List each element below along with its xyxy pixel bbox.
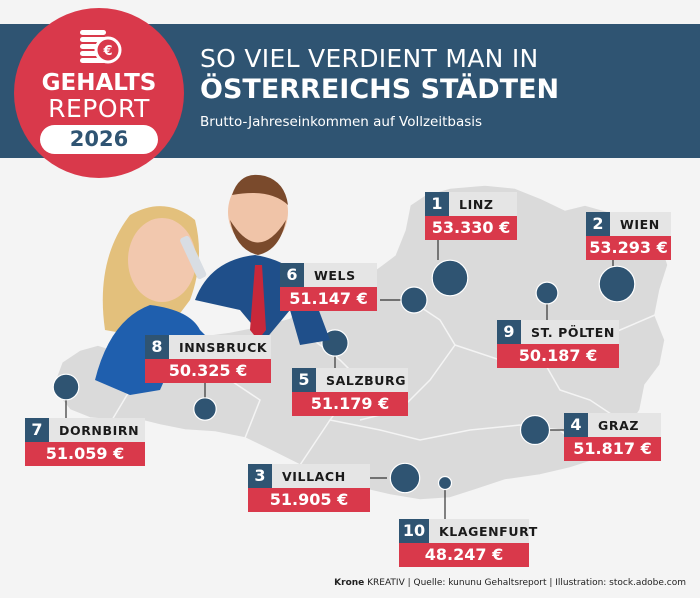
man-tie (250, 265, 266, 340)
rank-number: 7 (25, 418, 49, 442)
city-label-salzburg: 5 SALZBURG 51.179 € (292, 368, 408, 416)
label-header: 10 KLAGENFURT (399, 519, 537, 543)
label-header: 2 WIEN (586, 212, 671, 236)
gehaltsreport-badge: € GEHALTS REPORT 2026 (14, 8, 184, 178)
city-label-graz: 4 GRAZ 51.817 € (564, 413, 661, 461)
salary-value: 51.179 € (292, 392, 408, 416)
rank-number: 6 (280, 263, 304, 287)
title-line-2: ÖSTERREICHS STÄDTEN (200, 74, 560, 105)
city-name: WELS (314, 267, 356, 283)
rank-number: 8 (145, 335, 169, 359)
city-marker-klagenfurt (437, 475, 453, 491)
city-name: GRAZ (598, 417, 640, 433)
rank-number: 2 (586, 212, 610, 236)
city-label-linz: 1 LINZ 53.330 € (425, 192, 517, 240)
subtitle: Brutto-Jahreseinkommen auf Vollzeitbasis (200, 114, 483, 130)
label-header: 3 VILLACH (248, 464, 370, 488)
salary-value: 51.817 € (564, 437, 661, 461)
city-name: INNSBRUCK (179, 339, 268, 355)
city-label-dornbirn: 7 DORNBIRN 51.059 € (25, 418, 145, 466)
city-label-villach: 3 VILLACH 51.905 € (248, 464, 370, 512)
footer-text: KREATIV | Quelle: kununu Gehaltsreport |… (364, 578, 686, 588)
label-header: 4 GRAZ (564, 413, 661, 437)
rank-number: 1 (425, 192, 449, 216)
city-marker-graz (519, 414, 551, 446)
salary-value: 50.187 € (497, 344, 619, 368)
salary-value: 51.059 € (25, 442, 145, 466)
rank-number: 10 (399, 519, 429, 543)
city-marker-wien (598, 265, 636, 303)
man-beard (230, 220, 286, 255)
salary-value: 50.325 € (145, 359, 271, 383)
coins-euro-icon: € (80, 30, 122, 64)
svg-text:€: € (102, 44, 112, 59)
city-label-wien: 2 WIEN 53.293 € (586, 212, 671, 260)
rank-number: 9 (497, 320, 521, 344)
footer-credit: Krone KREATIV | Quelle: kununu Gehaltsre… (334, 578, 686, 588)
label-header: 9 ST. PÖLTEN (497, 320, 619, 344)
city-label-wels: 6 WELS 51.147 € (280, 263, 377, 311)
city-name: SALZBURG (326, 372, 407, 388)
city-name: WIEN (620, 216, 660, 232)
rank-number: 4 (564, 413, 588, 437)
label-header: 1 LINZ (425, 192, 517, 216)
salary-value: 51.147 € (280, 287, 377, 311)
city-name: DORNBIRN (59, 422, 140, 438)
city-name: KLAGENFURT (439, 523, 538, 539)
city-marker-wels (400, 286, 428, 314)
city-name: LINZ (459, 196, 494, 212)
badge-line-1: GEHALTS (41, 70, 157, 96)
rank-number: 3 (248, 464, 272, 488)
city-marker-dornbirn (52, 373, 80, 401)
woman-head (128, 218, 196, 302)
label-header: 6 WELS (280, 263, 377, 287)
label-header: 5 SALZBURG (292, 368, 408, 392)
salary-value: 53.293 € (586, 236, 671, 260)
city-label-klagenfurt: 10 KLAGENFURT 48.247 € (399, 519, 537, 567)
city-marker-stplten (535, 281, 559, 305)
salary-value: 51.905 € (248, 488, 370, 512)
city-marker-innsbruck (193, 397, 217, 421)
man-hair (232, 174, 288, 205)
city-label-innsbruck: 8 INNSBRUCK 50.325 € (145, 335, 271, 383)
phone (180, 235, 207, 279)
rank-number: 5 (292, 368, 316, 392)
badge-year: 2026 (40, 125, 158, 154)
salary-value: 53.330 € (425, 216, 517, 240)
title-line-1: SO VIEL VERDIENT MAN IN (200, 44, 539, 73)
city-label-stplten: 9 ST. PÖLTEN 50.187 € (497, 320, 619, 368)
badge-line-2: REPORT (48, 94, 150, 123)
footer-brand: Krone (334, 578, 365, 588)
city-marker-villach (389, 462, 421, 494)
city-marker-linz (431, 259, 469, 297)
city-name: ST. PÖLTEN (531, 324, 615, 340)
label-header: 8 INNSBRUCK (145, 335, 271, 359)
salary-value: 48.247 € (399, 543, 529, 567)
city-name: VILLACH (282, 468, 346, 484)
label-header: 7 DORNBIRN (25, 418, 145, 442)
